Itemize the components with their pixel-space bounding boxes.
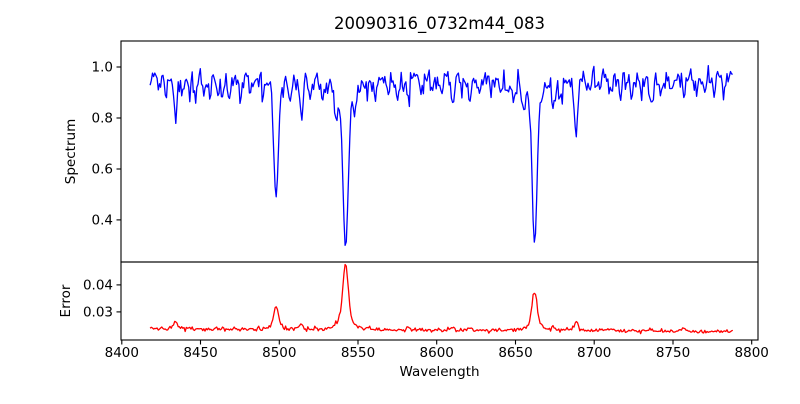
spectrum-line <box>149 64 733 246</box>
plot-area: 8400 8450 8500 8550 8600 8650 8700 8750 8800 0.4 0… <box>83 40 769 361</box>
x-tick-label: 8700 <box>577 345 611 361</box>
spectrum-y-tick-label: 0.6 <box>92 162 113 178</box>
x-tick-label: 8750 <box>656 345 690 361</box>
error-panel-border <box>120 261 759 341</box>
error-line <box>149 263 734 335</box>
spectrum-y-tick-label: 0.4 <box>92 213 113 229</box>
x-tick-label: 8550 <box>341 345 375 361</box>
error-y-tick-label: 0.03 <box>83 305 113 321</box>
spectrum-y-tick-label: 0.8 <box>92 111 113 127</box>
x-tick-label: 8600 <box>420 345 454 361</box>
x-tick-label: 8500 <box>262 345 296 361</box>
x-tick-label: 8400 <box>105 345 139 361</box>
error-y-axis-label: Error <box>58 284 74 317</box>
x-axis-label: Wavelength <box>399 364 479 380</box>
spectrum-y-tick-label: 1.0 <box>92 60 113 76</box>
x-tick-label: 8450 <box>183 345 217 361</box>
x-tick-label: 8650 <box>498 345 532 361</box>
x-tick-label: 8800 <box>735 345 769 361</box>
spectrum-y-axis-label: Spectrum <box>63 119 79 184</box>
error-y-tick-label: 0.04 <box>83 278 113 294</box>
chart-title: 20090316_0732m44_083 <box>334 14 545 34</box>
spectrum-panel-border <box>120 40 759 263</box>
